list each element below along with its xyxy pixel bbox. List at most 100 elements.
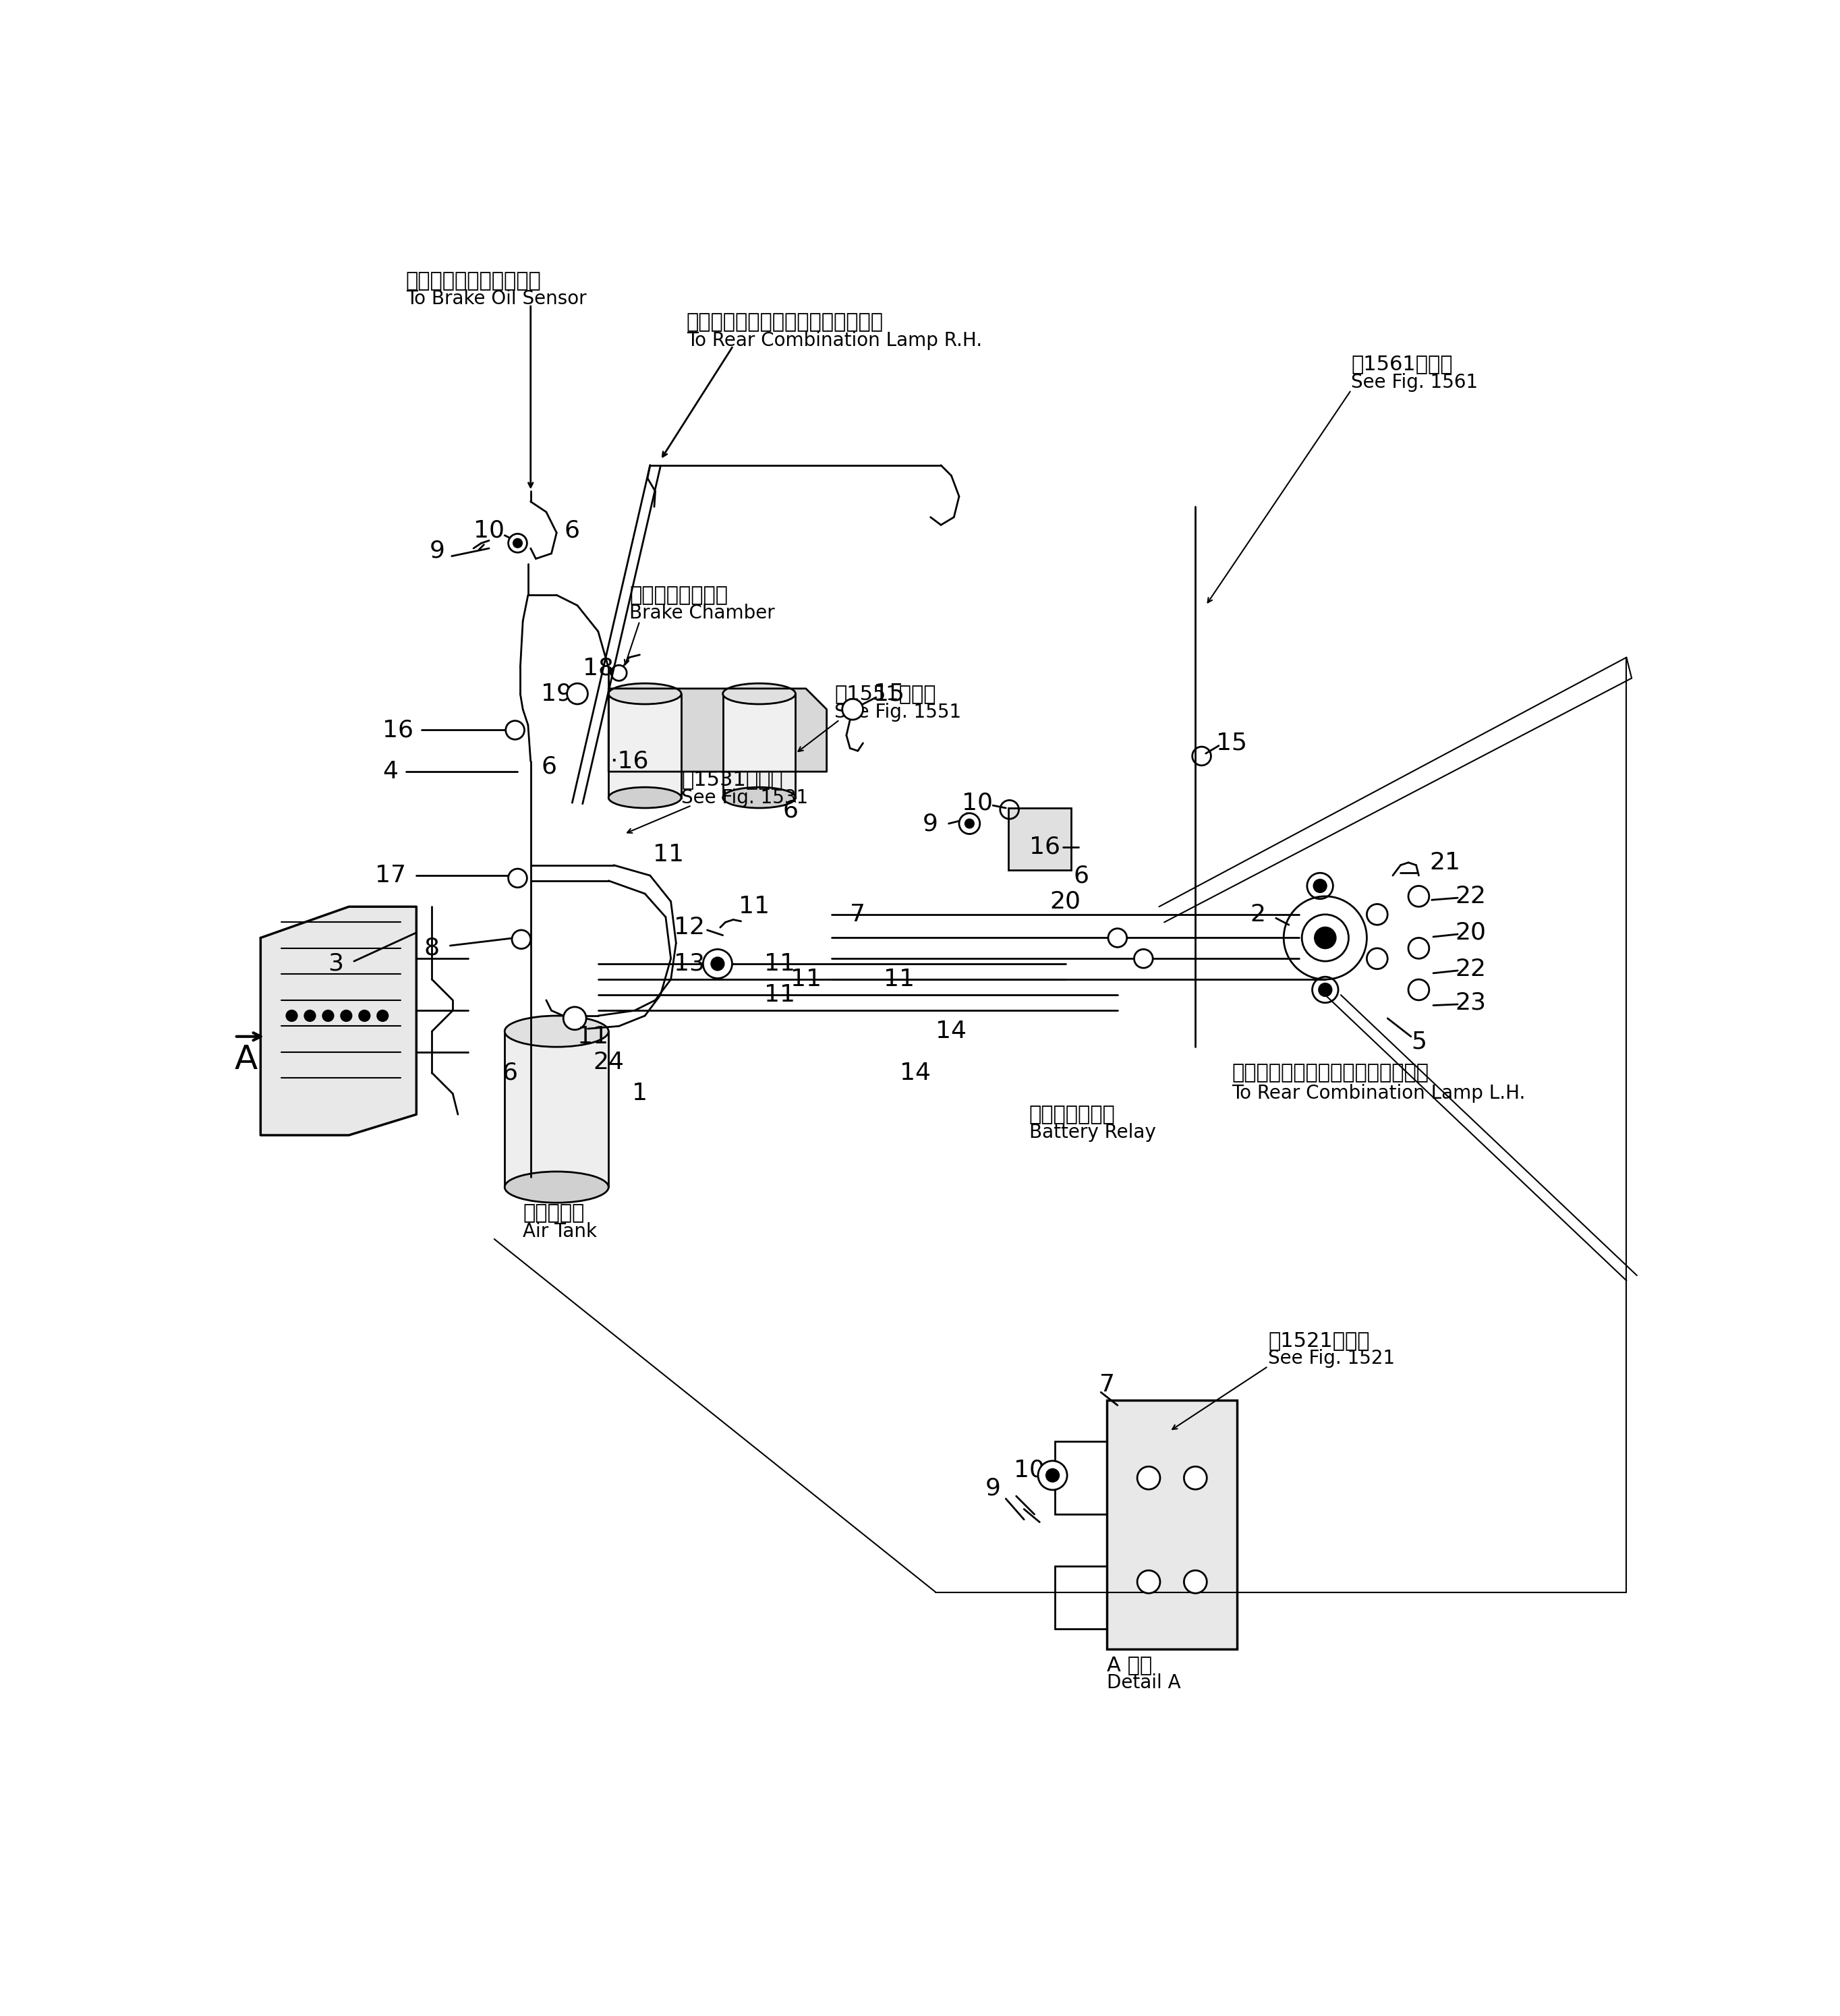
Circle shape: [508, 534, 526, 552]
Text: 7: 7: [1098, 1373, 1115, 1395]
Circle shape: [287, 1010, 296, 1020]
Circle shape: [703, 950, 732, 978]
Text: See Fig. 1551: See Fig. 1551: [835, 702, 960, 722]
Bar: [1108, 1399, 1236, 1649]
Circle shape: [513, 538, 523, 546]
Circle shape: [712, 958, 723, 970]
Bar: [723, 694, 795, 798]
Circle shape: [966, 818, 973, 829]
Text: 19: 19: [541, 681, 572, 706]
Text: 3: 3: [328, 952, 344, 976]
Text: 9: 9: [984, 1478, 1001, 1500]
Text: 15: 15: [874, 681, 905, 706]
Circle shape: [359, 1010, 370, 1020]
Circle shape: [843, 700, 863, 720]
Text: To Rear Combination Lamp L.H.: To Rear Combination Lamp L.H.: [1231, 1085, 1525, 1103]
Ellipse shape: [723, 683, 795, 704]
Text: 18: 18: [583, 657, 615, 679]
Text: 6: 6: [782, 798, 799, 823]
Text: 9: 9: [429, 540, 445, 562]
Bar: [1008, 808, 1071, 871]
Text: 13: 13: [673, 952, 705, 976]
Circle shape: [1038, 1462, 1067, 1490]
Text: A 詳細: A 詳細: [1108, 1655, 1152, 1675]
Text: 22: 22: [1455, 885, 1487, 907]
Text: A: A: [236, 1044, 258, 1077]
Circle shape: [305, 1010, 315, 1020]
Polygon shape: [609, 689, 826, 772]
Text: Battery Relay: Battery Relay: [1029, 1123, 1156, 1141]
Text: 1: 1: [631, 1083, 648, 1105]
Text: 9: 9: [924, 812, 938, 835]
Circle shape: [322, 1010, 333, 1020]
Ellipse shape: [609, 683, 681, 704]
Circle shape: [1047, 1470, 1058, 1482]
Ellipse shape: [504, 1016, 609, 1046]
Text: To Brake Oil Sensor: To Brake Oil Sensor: [407, 290, 587, 308]
Text: Brake Chamber: Brake Chamber: [629, 605, 775, 623]
Text: 16: 16: [1029, 835, 1060, 859]
Circle shape: [567, 683, 587, 704]
Text: 16: 16: [383, 718, 414, 742]
Text: 10: 10: [962, 792, 994, 814]
Text: 20: 20: [1051, 889, 1082, 913]
Text: 11: 11: [738, 895, 769, 917]
Circle shape: [563, 1006, 587, 1030]
Circle shape: [1137, 1466, 1159, 1490]
Text: 8: 8: [425, 937, 440, 960]
Text: 6: 6: [541, 754, 556, 778]
Text: 20: 20: [1455, 921, 1487, 943]
Text: 6: 6: [565, 518, 580, 542]
Text: See Fig. 1561: See Fig. 1561: [1351, 373, 1478, 391]
Circle shape: [1137, 1570, 1159, 1593]
Text: 10: 10: [1014, 1460, 1045, 1482]
Text: Detail A: Detail A: [1108, 1673, 1181, 1693]
Text: 第1551図参照: 第1551図参照: [835, 683, 937, 704]
Text: 21: 21: [1430, 851, 1461, 875]
Text: 17: 17: [375, 865, 407, 887]
Circle shape: [1133, 950, 1154, 968]
Text: 第1521図参照: 第1521図参照: [1268, 1331, 1369, 1351]
Bar: [609, 694, 681, 798]
Text: リヤーコンビネーションランプ左へ: リヤーコンビネーションランプ左へ: [1231, 1062, 1428, 1083]
Circle shape: [1319, 984, 1332, 996]
Text: ブレーキチャンバ: ブレーキチャンバ: [629, 585, 729, 605]
Ellipse shape: [504, 1171, 609, 1204]
Text: 11: 11: [764, 984, 795, 1006]
Text: See Fig. 1521: See Fig. 1521: [1268, 1349, 1395, 1369]
Circle shape: [512, 929, 530, 950]
Text: 23: 23: [1455, 992, 1487, 1014]
Text: ·16: ·16: [609, 750, 650, 772]
Text: 12: 12: [673, 915, 705, 939]
Text: To Rear Combination Lamp R.H.: To Rear Combination Lamp R.H.: [686, 331, 983, 351]
Text: 14: 14: [937, 1020, 966, 1042]
Bar: [504, 1032, 609, 1187]
Text: 6: 6: [1073, 865, 1089, 887]
Text: See Fig. 1531: See Fig. 1531: [681, 788, 808, 806]
Text: 11: 11: [764, 952, 795, 976]
Text: 11: 11: [578, 1024, 609, 1048]
Ellipse shape: [723, 786, 795, 808]
Circle shape: [1314, 879, 1327, 893]
Circle shape: [340, 1010, 351, 1020]
Text: Air Tank: Air Tank: [523, 1222, 596, 1240]
Circle shape: [377, 1010, 388, 1020]
Ellipse shape: [609, 786, 681, 808]
Text: 4: 4: [383, 760, 397, 782]
Text: 第1531図参照: 第1531図参照: [681, 770, 782, 788]
Circle shape: [506, 722, 524, 740]
Text: 5: 5: [1411, 1030, 1426, 1052]
Text: エアタンク: エアタンク: [523, 1204, 585, 1224]
Text: 10: 10: [473, 518, 504, 542]
Circle shape: [959, 812, 981, 835]
Text: 6: 6: [502, 1060, 517, 1085]
Circle shape: [1108, 929, 1126, 948]
Circle shape: [1316, 927, 1336, 948]
Circle shape: [1183, 1570, 1207, 1593]
Text: 11: 11: [883, 968, 914, 990]
Text: 24: 24: [592, 1050, 624, 1075]
Text: 2: 2: [1249, 903, 1266, 925]
Text: 11: 11: [791, 968, 821, 990]
Text: リヤーコンビネーションランプ右へ: リヤーコンビネーションランプ右へ: [686, 312, 883, 333]
Text: 第1561図参照: 第1561図参照: [1351, 355, 1454, 373]
